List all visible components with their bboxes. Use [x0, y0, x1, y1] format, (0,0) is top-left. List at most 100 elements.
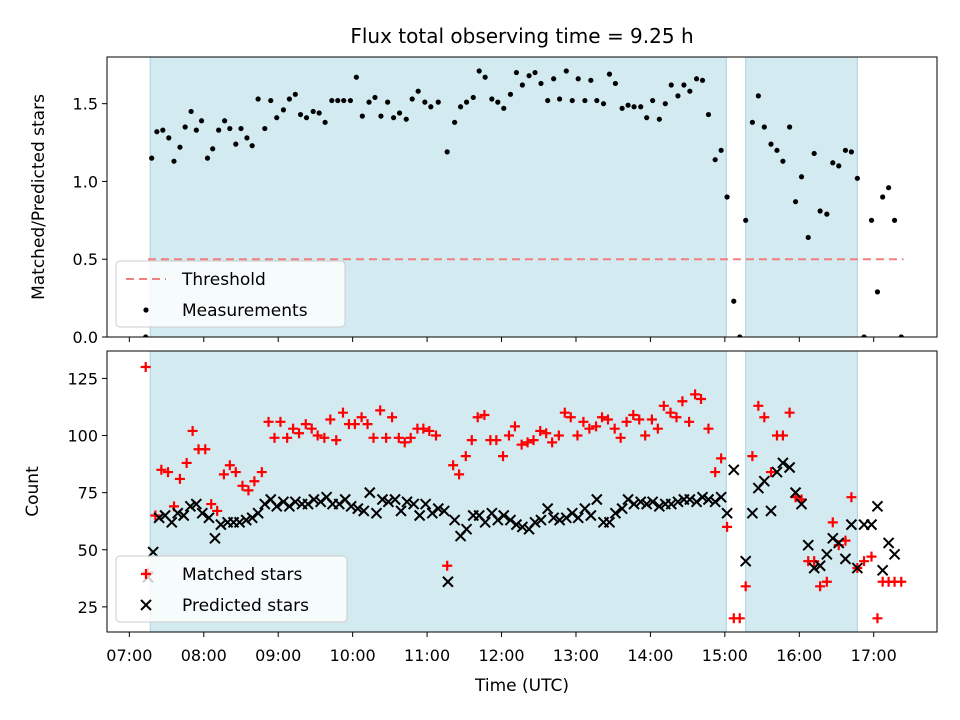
measurement-point-64	[532, 69, 538, 76]
measurement-point-29	[310, 108, 316, 115]
predicted-star-point-70	[572, 512, 584, 524]
predicted-star-point-114	[851, 562, 864, 574]
predicted-star-point-33	[345, 500, 357, 513]
matched-star-point-99	[759, 412, 770, 423]
matched-star-point-48	[442, 560, 453, 571]
matched-star-point-14	[224, 460, 235, 471]
predicted-star-point-76	[609, 507, 622, 519]
measurement-point-73	[588, 77, 594, 83]
matched-star-point-110	[827, 517, 838, 528]
predicted-star-point-63	[529, 516, 541, 529]
matched-star-point-40	[387, 412, 398, 423]
measurement-point-17	[238, 125, 244, 132]
predicted-star-point-58	[498, 509, 510, 522]
predicted-star-point-60	[510, 518, 523, 531]
measurement-point-92	[705, 111, 712, 118]
matched-star-point-71	[584, 423, 595, 434]
predicted-star-point-83	[653, 500, 666, 513]
predicted-star-point-112	[839, 553, 852, 565]
legend-predicted-swatch	[140, 599, 152, 611]
predicted-star-point-50	[448, 514, 461, 526]
predicted-star-point-80	[635, 496, 647, 508]
predicted-star-point-95	[728, 464, 740, 476]
measurement-point-61	[513, 69, 520, 76]
matched-star-point-69	[572, 430, 583, 441]
matched-star-point-22	[275, 416, 286, 427]
measurement-point-5	[171, 158, 177, 164]
matched-star-point-60	[516, 439, 527, 450]
matched-star-point-98	[753, 400, 764, 411]
predicted-star-point-105	[795, 498, 808, 510]
matched-star-point-109	[821, 576, 832, 587]
measurement-point-13	[216, 127, 222, 133]
measurement-point-113	[836, 163, 842, 169]
predicted-star-point-117	[871, 500, 884, 513]
matched-star-point-17	[243, 485, 254, 496]
measurement-point-115	[848, 149, 854, 155]
predicted-star-point-104	[789, 486, 802, 499]
matched-star-point-53	[472, 412, 483, 423]
matched-star-point-8	[187, 425, 198, 436]
measurement-point-52	[457, 104, 464, 110]
measurement-point-16	[233, 141, 239, 147]
measurement-point-83	[650, 97, 656, 104]
measurement-point-42	[390, 115, 397, 121]
predicted-star-point-90	[696, 491, 709, 503]
matched-star-point-54	[479, 409, 490, 420]
measurement-point-33	[335, 97, 341, 104]
predicted-star-point-73	[591, 493, 603, 506]
predicted-star-point-94	[721, 507, 733, 519]
measurement-point-24	[280, 107, 287, 113]
predicted-star-point-42	[401, 496, 413, 508]
legend-label-0: Matched stars	[182, 565, 302, 585]
measurement-point-84	[656, 116, 662, 122]
measurement-point-98	[743, 217, 749, 223]
matched-star-point-66	[553, 430, 564, 441]
measurement-point-38	[366, 99, 372, 105]
y-tick-label-1: 50	[78, 541, 98, 560]
predicted-star-point-88	[684, 493, 696, 506]
measurement-point-116	[854, 175, 860, 181]
measurement-point-67	[551, 76, 557, 82]
measurement-point-37	[359, 113, 365, 119]
measurement-point-72	[582, 97, 588, 104]
measurement-point-104	[780, 158, 786, 164]
matched-star-point-7	[181, 457, 192, 468]
measurement-point-18	[244, 135, 250, 141]
legend-matched-swatch	[141, 569, 151, 579]
predicted-star-point-61	[516, 521, 529, 533]
measurement-point-80	[631, 104, 637, 110]
measurement-point-0	[143, 334, 149, 337]
legend: Matched stars Predicted stars	[115, 555, 348, 623]
predicted-star-point-66	[547, 512, 560, 524]
x-axis-label: Time (UTC)	[474, 676, 569, 696]
y-tick-label-3: 100	[67, 427, 98, 446]
predicted-star-point-67	[553, 514, 566, 526]
measurement-point-108	[805, 234, 811, 241]
matched-star-point-50	[454, 469, 465, 480]
predicted-star-point-35	[358, 505, 370, 517]
predicted-star-point-34	[352, 502, 364, 515]
measurement-point-107	[798, 174, 805, 180]
predicted-star-point-107	[808, 562, 820, 574]
predicted-star-point-103	[783, 461, 796, 474]
measurement-point-47	[422, 99, 428, 105]
legend-box	[115, 555, 348, 623]
matched-star-point-93	[722, 521, 733, 532]
measurement-point-120	[880, 194, 886, 200]
matched-star-point-21	[269, 432, 280, 443]
predicted-star-point-77	[616, 502, 628, 515]
measurement-point-102	[768, 141, 774, 147]
matched-star-point-42	[399, 437, 410, 448]
predicted-star-point-91	[702, 493, 715, 506]
matched-star-point-27	[306, 423, 317, 434]
matched-star-point-23	[282, 432, 293, 443]
measurement-point-87	[675, 93, 681, 99]
predicted-star-point-47	[432, 502, 444, 515]
x-tick-label-4: 11:00	[404, 646, 450, 665]
legend-box	[115, 260, 346, 328]
matched-star-point-38	[375, 405, 386, 416]
measurement-point-62	[519, 82, 525, 88]
y-tick-label-2: 1.0	[73, 172, 98, 191]
measurement-point-20	[255, 96, 261, 102]
